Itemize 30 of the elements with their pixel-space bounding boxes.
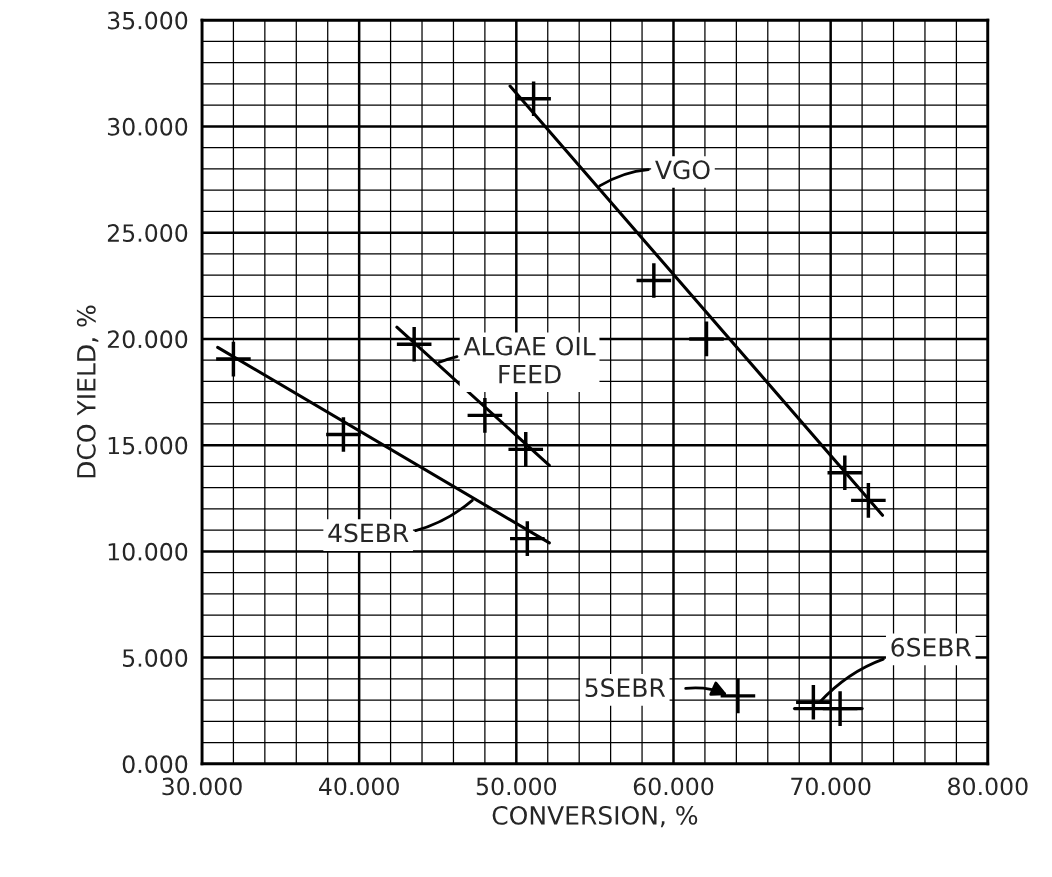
annotation: ALGAE OIL FEED [463, 336, 596, 384]
y-tick-label: 15.000 [108, 436, 188, 455]
x-tick-label: 50.000 [476, 777, 557, 796]
point [396, 326, 432, 362]
x-tick-label: 70.000 [791, 777, 871, 796]
point [827, 455, 863, 491]
x-tick-label: 80.000 [948, 777, 1028, 796]
point [216, 341, 251, 377]
annotation: VGO [655, 160, 710, 180]
y-tick-label: 35.000 [107, 11, 188, 30]
y-tick-label: 25.000 [107, 224, 188, 242]
y-tick-label: 20.000 [107, 330, 188, 349]
annotation: 5SEBR [585, 678, 666, 698]
annotation: 6SEBR [891, 637, 972, 657]
x-tick-label: 30.000 [162, 777, 242, 796]
point [822, 691, 858, 726]
x-tick-label: 40.000 [319, 777, 399, 796]
y-tick-label: 30.000 [107, 117, 188, 136]
point [516, 81, 551, 117]
annotation: 4SEBR [328, 523, 409, 543]
y-tick-label: 10.000 [108, 542, 188, 561]
point [689, 321, 724, 357]
y-tick-label: 0.000 [122, 755, 188, 774]
point [467, 398, 503, 433]
x-axis-title: CONVERSION, % [492, 805, 698, 828]
point [636, 263, 672, 298]
y-axis-title: DCO YIELD, % [76, 305, 99, 478]
y-tick-label: 5.000 [123, 649, 188, 667]
x-tick-label: 60.000 [633, 777, 714, 796]
point [720, 678, 756, 714]
